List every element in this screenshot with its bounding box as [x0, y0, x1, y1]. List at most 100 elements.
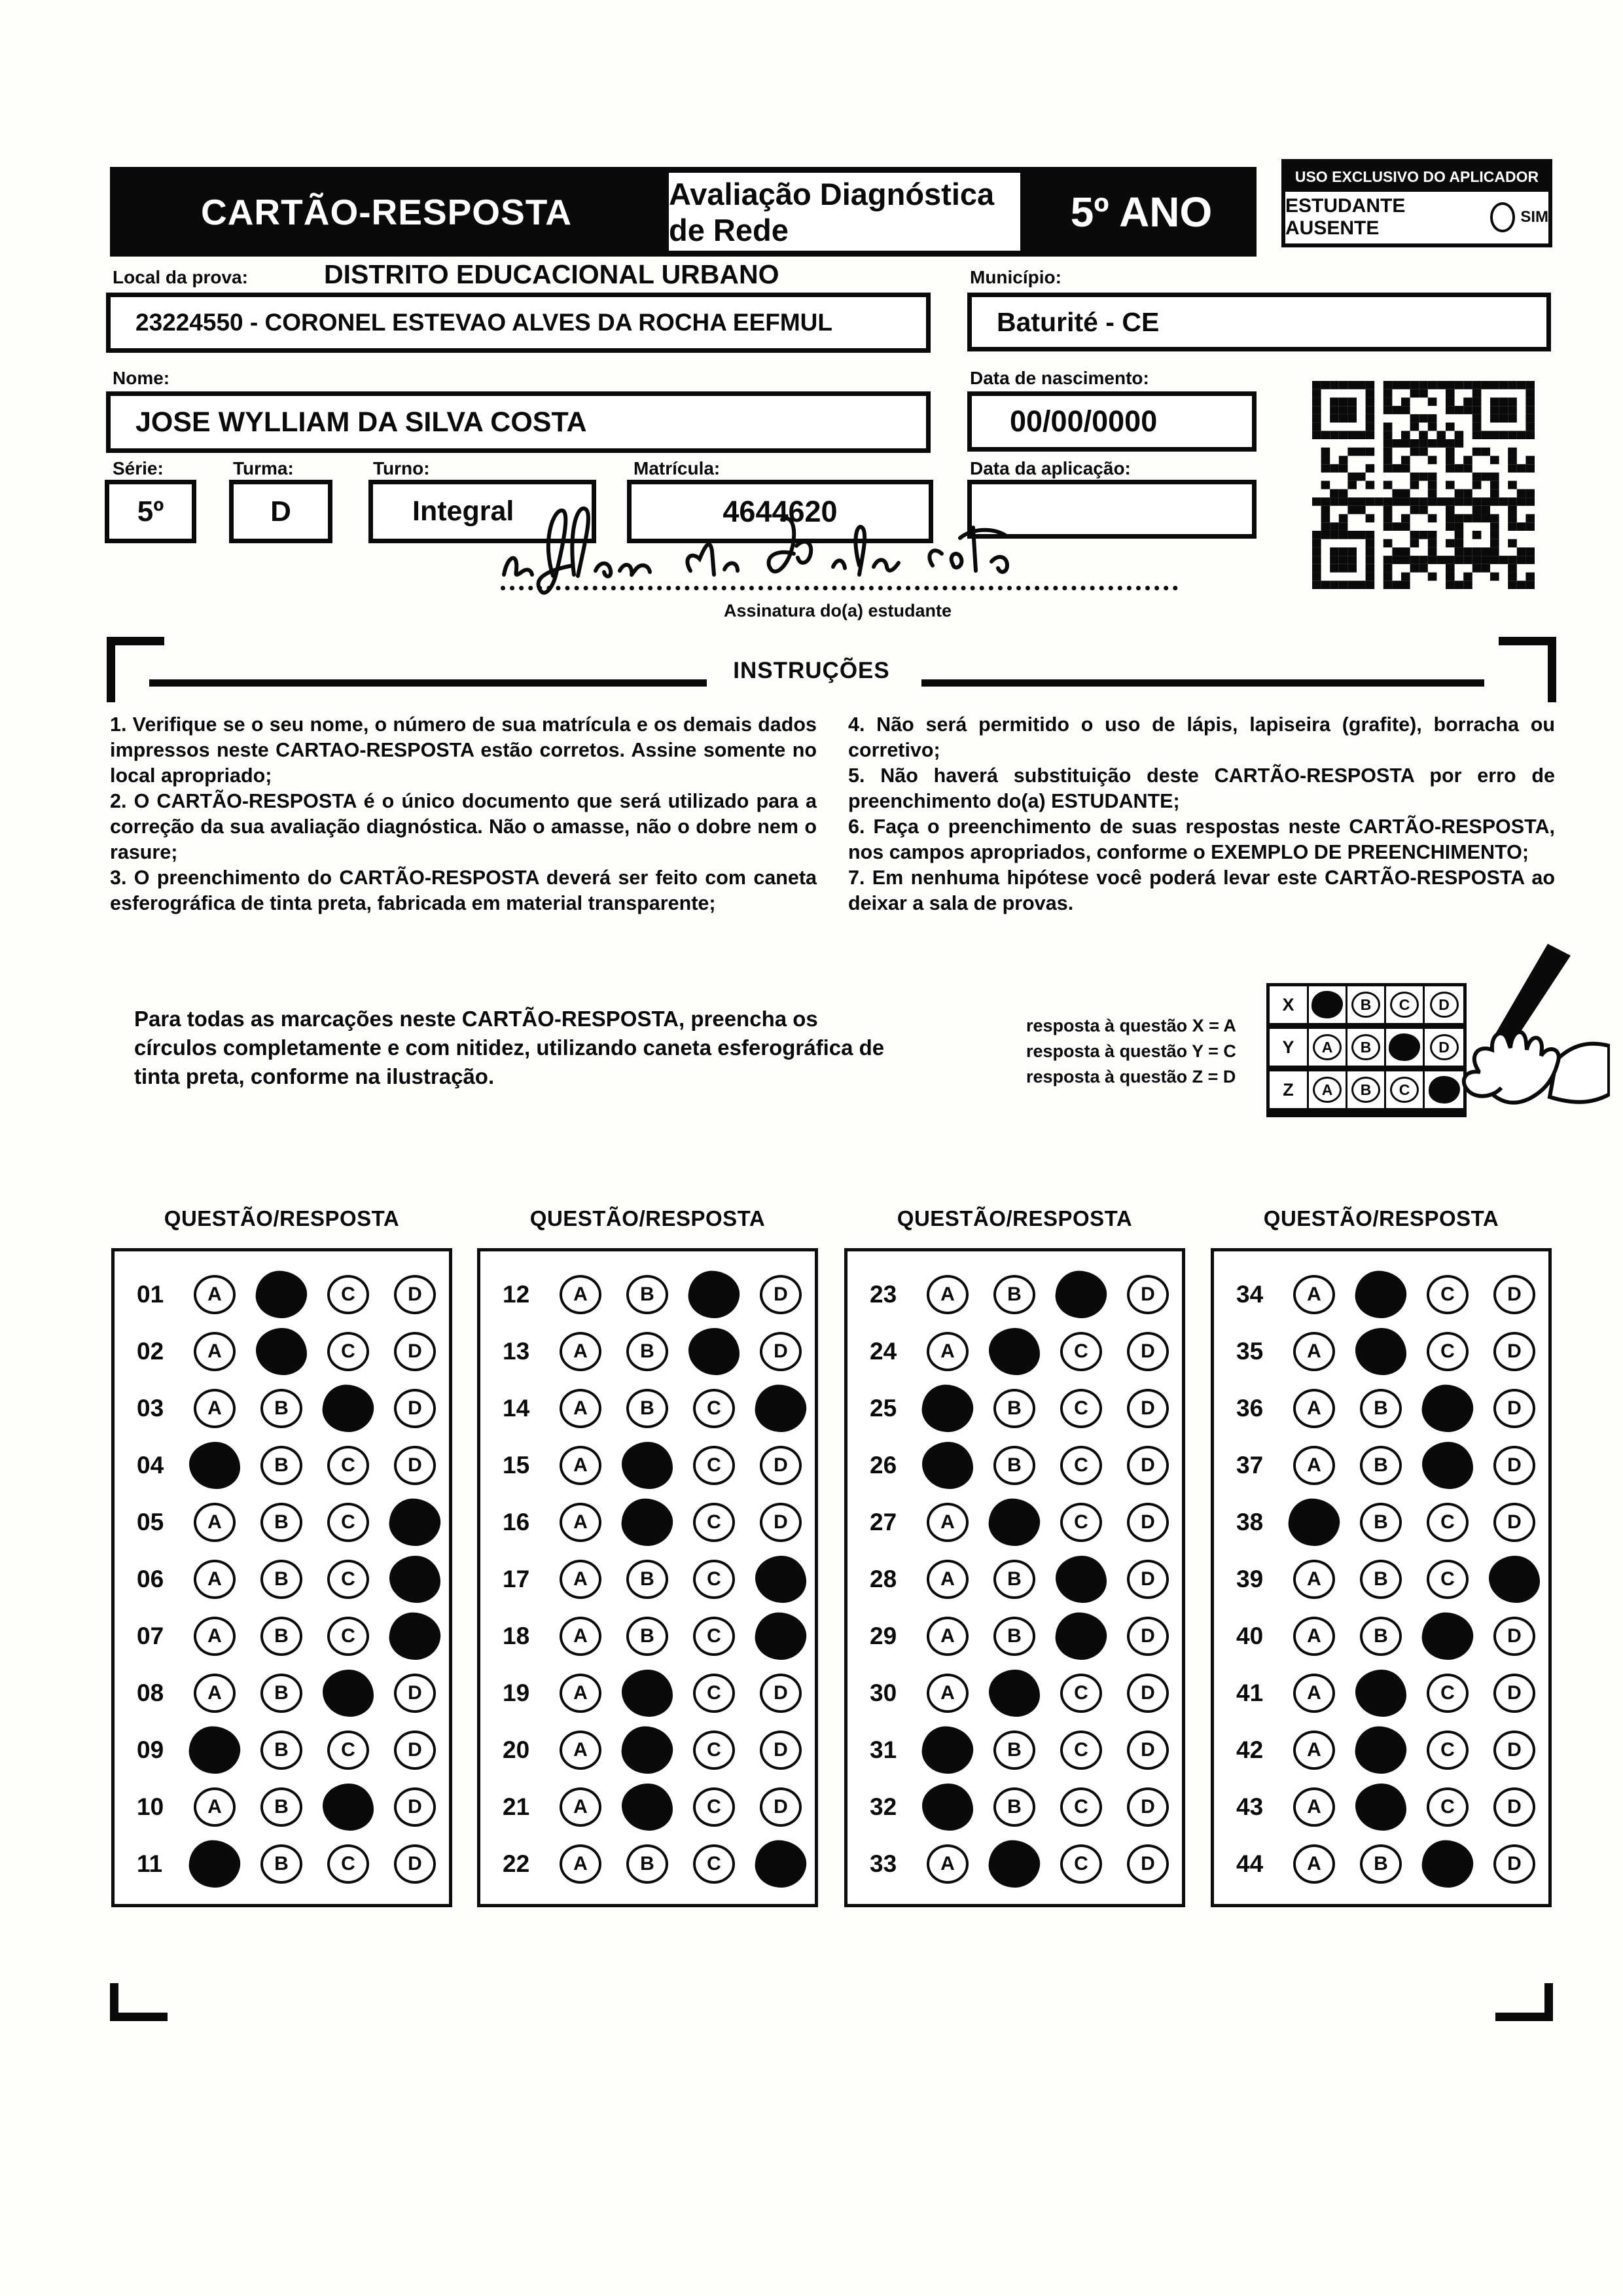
question-row: 28 A B D: [847, 1551, 1182, 1607]
option-A: A: [547, 1331, 614, 1371]
bubble-C: C: [1060, 1673, 1102, 1713]
bubble-C: C: [1427, 1274, 1469, 1314]
option-C-marked: [1048, 1267, 1115, 1321]
option-B: B: [1347, 1616, 1414, 1656]
option-B-marked: [614, 1441, 681, 1489]
bubble-C: C: [693, 1559, 735, 1599]
example-option-D: D: [1425, 1029, 1463, 1066]
option-B-marked: [1347, 1327, 1414, 1375]
bubble-C: C: [327, 1844, 369, 1884]
filled-bubble-A: [919, 1723, 976, 1777]
question-row: 35 A C D: [1214, 1323, 1548, 1380]
option-C: C: [1414, 1787, 1481, 1827]
option-A: A: [1281, 1844, 1347, 1884]
option-A-marked: [914, 1723, 981, 1777]
answer-grid-box: 34 A C D 35 A C D 36 A B D 37 A B D 38 B C D 39 A B C 40 A B D 41 A C D…: [1211, 1248, 1552, 1907]
option-D: D: [1481, 1331, 1548, 1371]
option-B-marked: [614, 1495, 681, 1549]
option-B-marked: [248, 1327, 315, 1375]
example-question-label: Y: [1270, 1029, 1309, 1066]
bubble-A: A: [560, 1730, 601, 1770]
example-bubble-A: A: [1313, 1034, 1342, 1060]
option-B: B: [614, 1388, 681, 1428]
answer-column-header: QUESTÃO/RESPOSTA: [529, 1206, 766, 1230]
option-B-marked: [981, 1495, 1048, 1549]
card-title: CARTÃO-RESPOSTA: [110, 167, 663, 257]
question-number: 19: [503, 1679, 530, 1706]
bubble-D: D: [1127, 1844, 1169, 1884]
question-number: 20: [503, 1736, 530, 1763]
option-D: D: [1481, 1445, 1548, 1485]
bubble-D: D: [394, 1331, 436, 1371]
option-A: A: [1281, 1559, 1347, 1599]
question-row: 07 A B C: [115, 1607, 449, 1664]
bubble-D: D: [1493, 1445, 1535, 1485]
bubble-A: A: [1293, 1274, 1335, 1314]
bubble-D: D: [1493, 1673, 1535, 1713]
option-B: B: [614, 1844, 681, 1884]
option-D: D: [382, 1844, 448, 1884]
bubble-C: C: [693, 1388, 735, 1428]
example-option-B: B: [1347, 1029, 1386, 1066]
bubble-C: C: [327, 1502, 369, 1542]
question-number: 02: [137, 1337, 164, 1365]
header-bar: CARTÃO-RESPOSTA Avaliação Diagnóstica de…: [110, 167, 1257, 257]
bubble-D: D: [760, 1502, 802, 1542]
question-number: 44: [1236, 1850, 1264, 1877]
bubble-D: D: [1127, 1274, 1169, 1314]
example-option-C: C: [1386, 1071, 1425, 1108]
example-question-label: X: [1270, 986, 1309, 1023]
example-option-C-marked: [1386, 1029, 1425, 1066]
option-C-marked: [1414, 1441, 1481, 1489]
filled-bubble-B: [1355, 1783, 1406, 1831]
filled-bubble-B: [989, 1327, 1040, 1375]
option-C: C: [315, 1730, 382, 1770]
option-C-marked: [681, 1267, 747, 1321]
absent-option-label: SIM: [1520, 208, 1548, 226]
option-A: A: [547, 1559, 614, 1599]
option-B: B: [614, 1616, 681, 1656]
option-D: D: [382, 1787, 448, 1827]
question-row: 44 A B D: [1214, 1835, 1548, 1892]
bubble-D: D: [1493, 1388, 1535, 1428]
question-number: 27: [870, 1508, 897, 1535]
bubble-A: A: [927, 1673, 969, 1713]
bubble-D: D: [394, 1445, 436, 1485]
option-D: D: [382, 1445, 448, 1485]
bubble-A: A: [927, 1559, 969, 1599]
bubble-A: A: [194, 1616, 236, 1656]
option-C: C: [681, 1787, 747, 1827]
bubble-D: D: [1493, 1331, 1535, 1371]
question-number: 26: [870, 1451, 897, 1479]
bubble-B: B: [1360, 1559, 1402, 1599]
bubble-A: A: [1293, 1559, 1335, 1599]
option-D-marked: [747, 1381, 814, 1435]
bubble-D: D: [1127, 1445, 1169, 1485]
handwritten-signature: [474, 497, 1194, 605]
filled-bubble-D: [386, 1495, 444, 1549]
filled-bubble-C: [323, 1783, 374, 1831]
option-D: D: [1115, 1844, 1181, 1884]
bubble-D: D: [760, 1730, 802, 1770]
question-row: 15 A C D: [480, 1437, 815, 1494]
option-D: D: [1115, 1616, 1181, 1656]
question-row: 11 B C D: [115, 1835, 449, 1892]
option-C-marked: [1414, 1609, 1481, 1663]
option-D: D: [1115, 1388, 1181, 1428]
question-number: 30: [870, 1679, 897, 1706]
answer-grid-box: 01 A C D 02 A C D 03 A B D 04 B C D 05 A B C 06 A B C 07 A B C 08 A B D…: [111, 1248, 452, 1907]
option-A: A: [914, 1502, 981, 1542]
instruction-item: 1. Verifique se o seu nome, o número de …: [110, 713, 817, 787]
example-paragraph: Para todas as marcações neste CARTÃO-RES…: [134, 1007, 885, 1088]
question-row: 19 A C D: [480, 1664, 815, 1721]
example-bubble-D: D: [1429, 1034, 1459, 1060]
option-A: A: [1281, 1616, 1347, 1656]
bubble-C: C: [1427, 1559, 1469, 1599]
option-A: A: [181, 1331, 248, 1371]
option-A: A: [547, 1274, 614, 1314]
option-A-marked: [914, 1441, 981, 1489]
bubble-C: C: [1060, 1502, 1102, 1542]
bubble-C: C: [1427, 1502, 1469, 1542]
question-number: 15: [503, 1451, 530, 1479]
bubble-A: A: [560, 1673, 601, 1713]
